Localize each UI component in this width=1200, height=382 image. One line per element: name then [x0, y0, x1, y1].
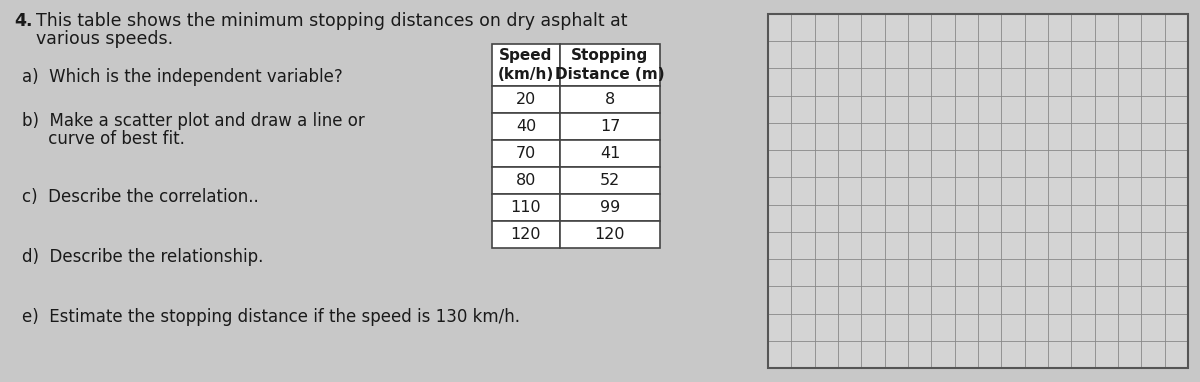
Bar [492, 167, 560, 194]
Bar [560, 113, 660, 140]
Bar [560, 86, 660, 113]
Bar [560, 140, 660, 167]
Text: 41: 41 [600, 146, 620, 161]
Text: 99: 99 [600, 200, 620, 215]
Text: Stopping
Distance (m): Stopping Distance (m) [556, 48, 665, 82]
Bar [768, 14, 1188, 368]
Text: 20: 20 [516, 92, 536, 107]
Bar [768, 14, 1188, 368]
Bar [560, 167, 660, 194]
Text: This table shows the minimum stopping distances on dry asphalt at: This table shows the minimum stopping di… [36, 12, 628, 30]
Text: 17: 17 [600, 119, 620, 134]
Text: 4.: 4. [14, 12, 32, 30]
Text: Speed
(km/h): Speed (km/h) [498, 48, 554, 82]
Text: 110: 110 [511, 200, 541, 215]
Bar [492, 113, 560, 140]
Text: c)  Describe the correlation..: c) Describe the correlation.. [22, 188, 259, 206]
Bar [560, 194, 660, 221]
Text: curve of best fit.: curve of best fit. [22, 130, 185, 148]
Text: 120: 120 [511, 227, 541, 242]
Text: 70: 70 [516, 146, 536, 161]
Text: b)  Make a scatter plot and draw a line or: b) Make a scatter plot and draw a line o… [22, 112, 365, 130]
Text: d)  Describe the relationship.: d) Describe the relationship. [22, 248, 263, 266]
Text: e)  Estimate the stopping distance if the speed is 130 km/h.: e) Estimate the stopping distance if the… [22, 308, 520, 326]
Text: 8: 8 [605, 92, 616, 107]
Text: 40: 40 [516, 119, 536, 134]
Bar [560, 221, 660, 248]
Text: 120: 120 [595, 227, 625, 242]
Text: 80: 80 [516, 173, 536, 188]
Text: 52: 52 [600, 173, 620, 188]
Bar [560, 44, 660, 86]
Bar [492, 221, 560, 248]
Bar [492, 86, 560, 113]
Bar [492, 194, 560, 221]
Bar [492, 44, 560, 86]
Text: various speeds.: various speeds. [36, 30, 173, 48]
Text: a)  Which is the independent variable?: a) Which is the independent variable? [22, 68, 343, 86]
Bar [492, 140, 560, 167]
